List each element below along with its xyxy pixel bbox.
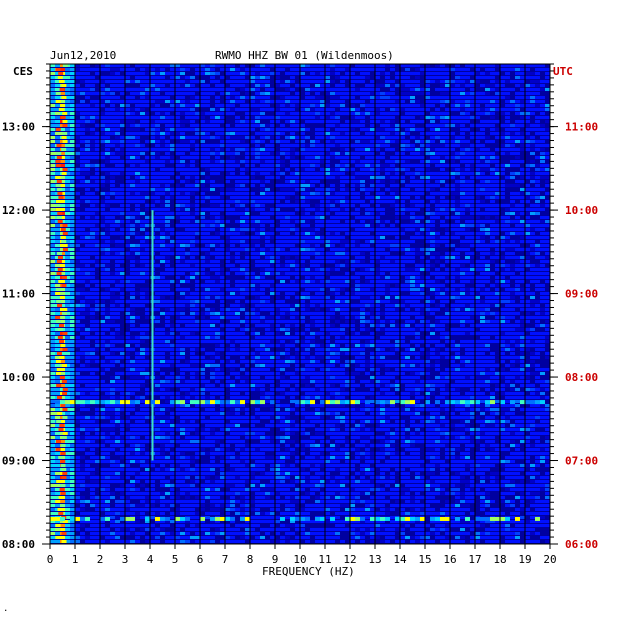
feature-broadband-burst-2 (50, 516, 540, 521)
x-tick-label-7: 7 (222, 553, 229, 566)
feature-low-frequency-band-0 (55, 64, 68, 543)
y-tick-label-right-2: 09:00 (565, 288, 598, 301)
x-tick-label-3: 3 (122, 553, 129, 566)
x-tick-label-12: 12 (343, 553, 356, 566)
x-tick-label-14: 14 (393, 553, 407, 566)
y-tick-label-left-0: 13:00 (2, 121, 35, 134)
y-tick-label-left-5: 08:00 (2, 538, 35, 551)
y-tick-label-right-4: 07:00 (565, 455, 598, 468)
x-tick-label-0: 0 (47, 553, 54, 566)
right-timezone-label: UTC (553, 65, 573, 78)
y-tick-label-right-3: 08:00 (565, 371, 598, 384)
x-tick-label-19: 19 (518, 553, 531, 566)
station-title: RWMO HHZ BW 01 (Wildenmoos) (215, 49, 394, 62)
spectrogram-cells (50, 64, 550, 543)
x-tick-label-17: 17 (468, 553, 481, 566)
x-axis-label: FREQUENCY (HZ) (262, 565, 355, 578)
date-label: Jun12,2010 (50, 49, 117, 62)
y-tick-label-left-1: 12:00 (2, 204, 35, 217)
y-tick-label-left-3: 10:00 (2, 371, 35, 384)
y-tick-label-right-0: 11:00 (565, 121, 598, 134)
x-tick-label-15: 15 (418, 553, 431, 566)
x-tick-label-8: 8 (247, 553, 254, 566)
x-tick-label-6: 6 (197, 553, 204, 566)
y-tick-label-right-1: 10:00 (565, 204, 598, 217)
y-tick-label-left-2: 11:00 (2, 288, 35, 301)
x-tick-label-4: 4 (147, 553, 154, 566)
y-tick-label-right-5: 06:00 (565, 538, 598, 551)
x-tick-label-16: 16 (443, 553, 456, 566)
footer-mark: . (3, 604, 9, 614)
feature-broadband-burst-3 (55, 400, 545, 405)
x-tick-label-10: 10 (293, 553, 306, 566)
x-tick-label-13: 13 (368, 553, 381, 566)
x-tick-label-5: 5 (172, 553, 179, 566)
y-tick-label-left-4: 09:00 (2, 455, 35, 468)
x-tick-label-11: 11 (318, 553, 331, 566)
x-tick-label-9: 9 (272, 553, 279, 566)
x-tick-label-20: 20 (543, 553, 556, 566)
x-tick-label-18: 18 (493, 553, 506, 566)
x-tick-label-2: 2 (97, 553, 104, 566)
x-tick-label-1: 1 (72, 553, 79, 566)
left-timezone-label: CES (13, 65, 33, 78)
